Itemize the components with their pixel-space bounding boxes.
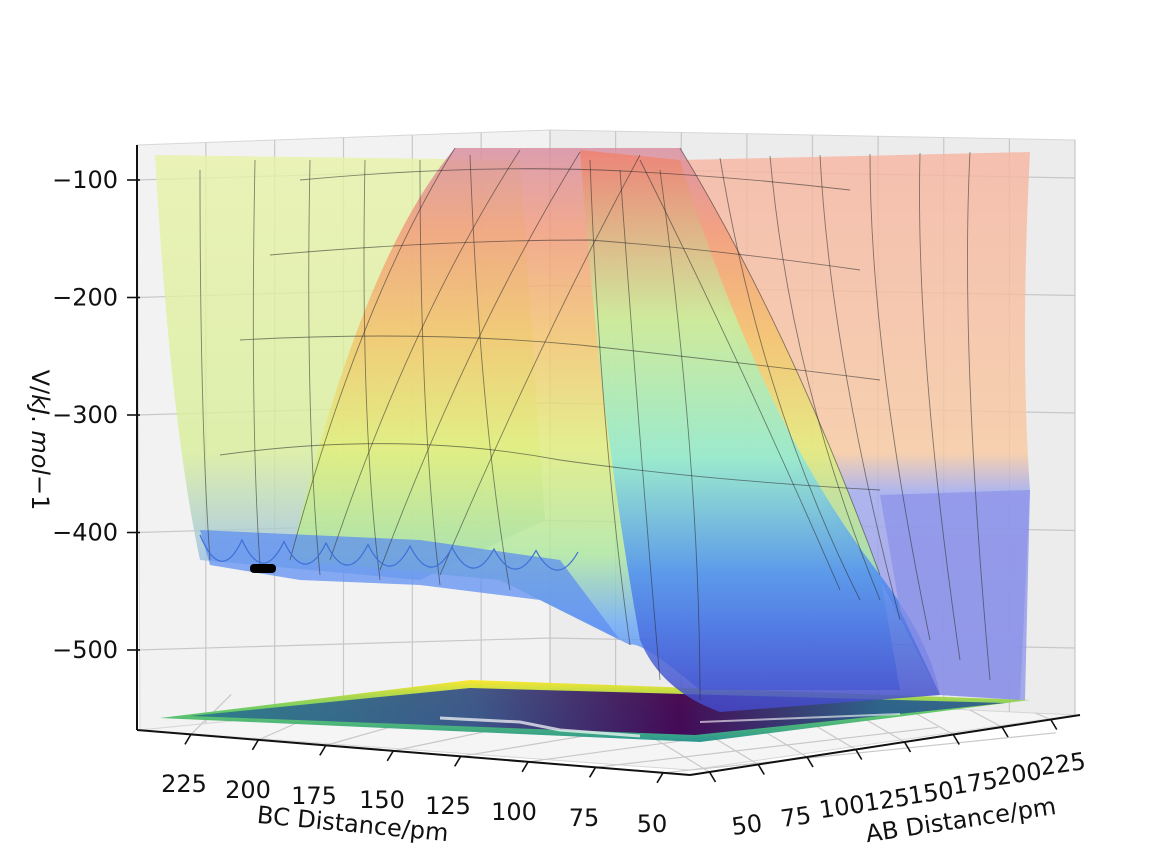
trajectory-line xyxy=(250,564,276,573)
ab-tick-mark xyxy=(708,771,717,783)
surface-wire xyxy=(379,151,581,571)
z-tick-label: −300 xyxy=(52,401,118,429)
ab-tick-mark xyxy=(806,756,814,768)
surface-wire xyxy=(289,147,456,561)
ab-tick-mark xyxy=(757,764,765,775)
z-axis-label: V/kJ. mol−1 xyxy=(26,370,54,511)
ab-gridline xyxy=(969,709,1003,728)
z-tick-label: −100 xyxy=(52,166,118,194)
ab-tick-label: 100 xyxy=(817,790,866,824)
surface-wire xyxy=(199,169,211,561)
bc-tick-label: 200 xyxy=(225,776,271,804)
ab-tick-mark xyxy=(903,741,912,753)
surface-wire xyxy=(869,153,931,641)
bc-tick-mark xyxy=(386,750,394,762)
surface-wire xyxy=(589,159,631,646)
ab-tick-label: 175 xyxy=(950,766,999,800)
ab-tick-mark xyxy=(855,749,863,760)
surface-wire xyxy=(619,169,661,681)
ab-gridline xyxy=(1035,712,1051,721)
bc-gridline xyxy=(595,726,939,768)
surface-wire xyxy=(679,147,881,576)
bc-tick-mark xyxy=(319,744,327,756)
z-tick-label: −200 xyxy=(52,284,118,312)
z-axis-label-part: V/ xyxy=(26,370,54,395)
energy-surface xyxy=(155,147,1030,712)
ab-tick-mark xyxy=(1050,719,1058,730)
bc-gridline xyxy=(662,732,1056,774)
surface-wire xyxy=(659,169,701,701)
surface-wire xyxy=(239,335,881,381)
surface-wire xyxy=(419,159,441,586)
bc-axis-ticks: 225 200 175 150 125 100 75 50 xyxy=(161,733,668,838)
bc-tick-mark xyxy=(588,766,597,778)
surface-wire xyxy=(308,159,321,576)
surface-wire xyxy=(299,168,851,191)
bc-tick-mark xyxy=(184,733,192,745)
bc-tick-mark xyxy=(251,739,260,751)
surface-wire xyxy=(363,159,381,581)
ab-tick-mark xyxy=(1001,726,1009,738)
surface-wire xyxy=(819,154,901,621)
ab-tick-label: 125 xyxy=(862,783,911,817)
bc-tick-label: 150 xyxy=(359,786,405,814)
surface-wire xyxy=(329,149,521,561)
ab-tick-label: 150 xyxy=(906,776,955,810)
surface-wire xyxy=(252,159,261,566)
bc-tick-mark xyxy=(454,755,462,767)
z-axis-label-part: −1 xyxy=(26,475,54,510)
z-axis-label-part: . xyxy=(26,415,54,430)
z-tick-label: −400 xyxy=(52,519,118,547)
bc-tick-label: 50 xyxy=(637,810,668,838)
ab-tick-label: 50 xyxy=(730,809,764,841)
z-axis-label-part: mol xyxy=(26,430,54,475)
surface-wire xyxy=(719,157,861,601)
bc-axis-label: BC Distance/pm xyxy=(256,801,450,847)
surface-wire xyxy=(439,154,641,576)
bc-tick-mark xyxy=(656,772,664,784)
ab-tick-mark xyxy=(952,734,960,745)
bc-tick-label: 75 xyxy=(569,804,600,832)
ab-tick-label: 200 xyxy=(994,757,1043,791)
z-tick-label: −500 xyxy=(52,636,118,664)
surface-wire xyxy=(769,155,881,601)
ab-tick-label: 225 xyxy=(1038,747,1087,781)
ab-tick-label: 75 xyxy=(779,801,813,833)
z-axis-label-part: kJ xyxy=(26,394,54,415)
bc-tick-label: 175 xyxy=(291,782,337,810)
surface-wire xyxy=(639,159,841,591)
surface-wire xyxy=(919,152,961,661)
surface-wire xyxy=(469,154,511,591)
surface-wire xyxy=(219,443,881,491)
bc-tick-mark xyxy=(521,761,529,773)
bc-tick-label: 100 xyxy=(491,798,537,826)
axes xyxy=(136,145,1081,776)
bc-tick-label: 125 xyxy=(425,792,471,820)
surface-wells xyxy=(199,534,579,571)
surface-wire xyxy=(269,239,861,271)
bc-tick-label: 225 xyxy=(161,770,207,798)
surface-wire xyxy=(967,151,991,681)
z-axis-ticks: −100 −200 −300 −400 −500 xyxy=(52,166,140,664)
